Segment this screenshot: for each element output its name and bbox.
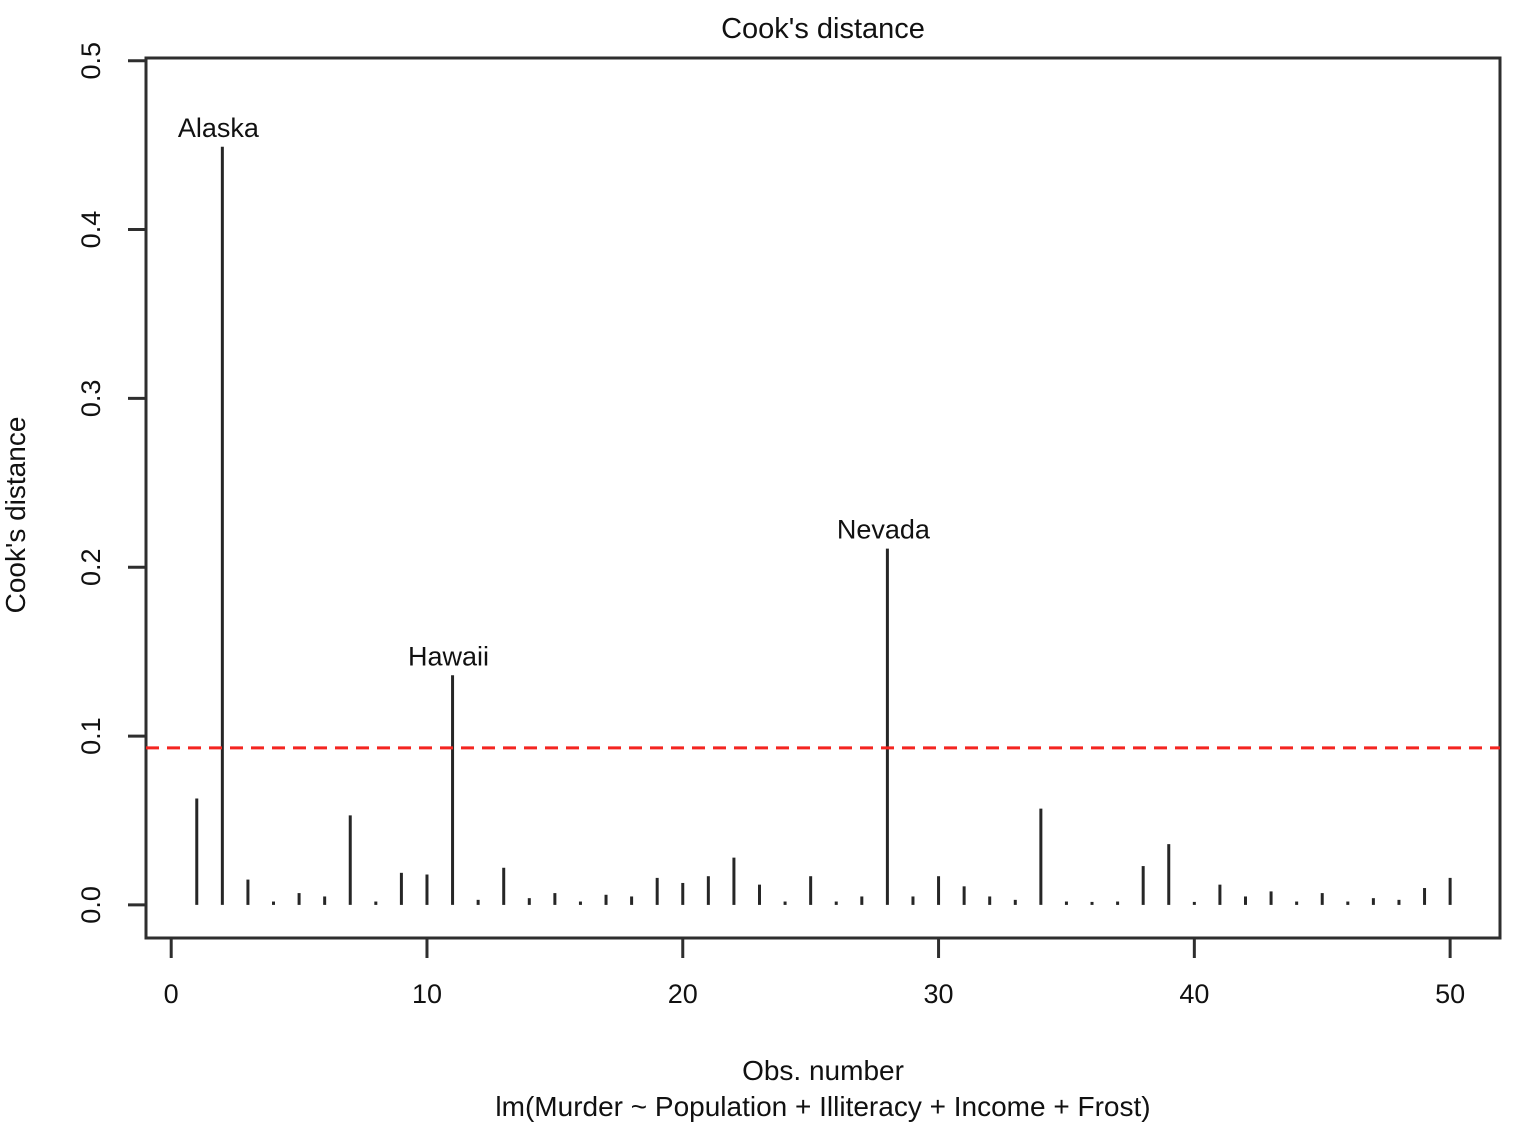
- point-label-nevada: Nevada: [837, 515, 931, 545]
- point-label-alaska: Alaska: [178, 113, 260, 143]
- x-tick-label: 0: [164, 979, 179, 1009]
- y-tick-label: 0.2: [76, 548, 106, 586]
- x-tick-label: 40: [1179, 979, 1209, 1009]
- x-tick-label: 20: [668, 979, 698, 1009]
- plot-box: [144, 56, 1502, 940]
- chart-title: Cook's distance: [721, 13, 925, 45]
- x-axis-title: Obs. number: [742, 1055, 904, 1086]
- point-label-hawaii: Hawaii: [408, 641, 489, 671]
- model-formula: lm(Murder ~ Population + Illiteracy + In…: [495, 1091, 1151, 1122]
- y-tick-label: 0.4: [76, 211, 106, 249]
- y-tick-label: 0.3: [76, 380, 106, 418]
- y-tick-label: 0.5: [76, 42, 106, 80]
- y-axis-title: Cook's distance: [0, 416, 31, 614]
- y-tick-label: 0.1: [76, 717, 106, 755]
- x-tick-label: 10: [412, 979, 442, 1009]
- y-tick-label: 0.0: [76, 886, 106, 924]
- x-tick-label: 50: [1435, 979, 1465, 1009]
- x-tick-label: 30: [924, 979, 954, 1009]
